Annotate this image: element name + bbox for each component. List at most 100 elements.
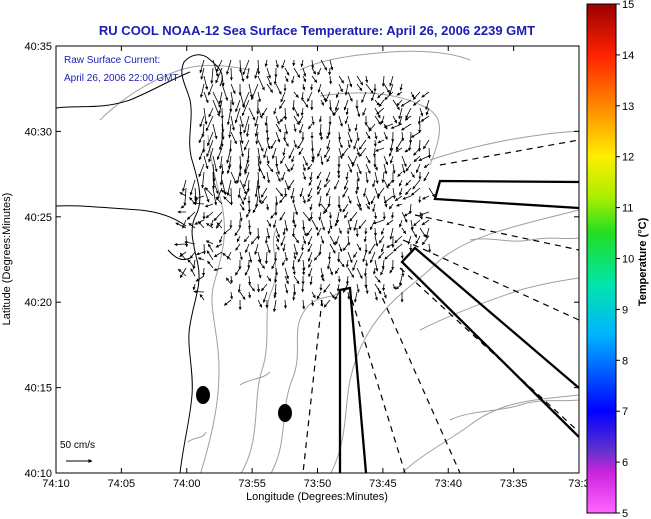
current-vector xyxy=(264,115,268,126)
current-vector xyxy=(370,195,376,205)
current-vector xyxy=(243,187,250,201)
current-vector xyxy=(334,267,340,275)
current-vector xyxy=(365,155,371,164)
current-vector xyxy=(250,235,259,245)
sector-line xyxy=(439,139,579,166)
current-vector xyxy=(329,243,336,254)
current-vector xyxy=(316,291,322,300)
current-vector xyxy=(293,91,299,98)
current-vector xyxy=(204,187,214,197)
current-vector xyxy=(226,251,232,260)
current-vector xyxy=(307,91,313,102)
x-tick-label: 73:35 xyxy=(500,478,528,490)
current-vector xyxy=(371,91,376,102)
current-vector xyxy=(302,75,307,83)
current-vector xyxy=(247,219,252,229)
current-vector xyxy=(368,243,376,255)
current-vector xyxy=(260,187,268,198)
y-tick-label: 40:30 xyxy=(24,126,52,138)
current-vector xyxy=(412,91,421,100)
current-vector xyxy=(387,179,394,187)
current-vector xyxy=(260,283,268,292)
current-vector xyxy=(381,171,385,184)
current-vector xyxy=(205,115,214,132)
current-vector xyxy=(311,291,316,299)
current-vector xyxy=(363,235,367,243)
current-vector xyxy=(189,179,196,196)
current-vector xyxy=(317,147,322,158)
current-vector xyxy=(210,219,214,227)
current-vector xyxy=(261,107,268,117)
current-vector xyxy=(257,163,266,180)
current-vector xyxy=(327,227,331,235)
current-vector xyxy=(234,227,241,237)
current-vector xyxy=(199,83,205,98)
current-vector xyxy=(207,243,214,253)
current-vector xyxy=(378,99,385,107)
current-vector xyxy=(356,283,360,293)
current-vector xyxy=(356,107,361,118)
current-vector xyxy=(226,163,232,174)
current-vector xyxy=(235,243,241,251)
current-vector xyxy=(334,179,340,190)
current-vector xyxy=(328,67,332,76)
current-vector xyxy=(182,179,187,192)
current-vector xyxy=(311,219,319,231)
current-vector xyxy=(207,260,214,269)
current-vector xyxy=(239,179,247,195)
current-vector xyxy=(281,171,286,181)
current-vector xyxy=(298,147,304,156)
current-vector xyxy=(326,187,331,197)
current-vector xyxy=(248,275,252,286)
current-vector xyxy=(343,179,349,190)
current-vector xyxy=(398,115,403,126)
current-vector xyxy=(355,187,359,195)
current-vector xyxy=(356,267,363,279)
current-vector xyxy=(279,115,286,123)
current-vector xyxy=(216,147,223,160)
map-title: RU COOL NOAA-12 Sea Surface Temperature:… xyxy=(99,23,535,38)
current-vector xyxy=(203,107,208,125)
current-vector xyxy=(266,131,270,141)
current-vector xyxy=(241,99,250,117)
current-vector xyxy=(365,131,371,140)
current-vector xyxy=(302,195,306,204)
y-axis-label: Latitude (Degrees:Minutes) xyxy=(1,193,13,326)
current-vector xyxy=(329,219,333,230)
current-vector xyxy=(425,227,430,239)
current-vector xyxy=(378,251,385,259)
current-vector xyxy=(345,107,349,116)
current-vector xyxy=(262,291,268,303)
current-vector xyxy=(282,147,286,157)
current-vector xyxy=(212,91,221,109)
current-vector xyxy=(197,221,205,229)
current-vector xyxy=(365,163,371,174)
current-vector xyxy=(275,115,280,125)
beam-outline xyxy=(400,246,579,438)
current-vector xyxy=(372,267,376,275)
annotation-line1: Raw Surface Current: xyxy=(64,55,160,66)
current-vector xyxy=(410,219,414,231)
current-vector xyxy=(389,227,394,240)
current-vector xyxy=(177,268,187,277)
annotation-line2: April 26, 2006 22:00 GMT xyxy=(64,73,179,84)
current-vector xyxy=(257,171,261,190)
current-vector xyxy=(220,189,232,197)
current-vector xyxy=(356,243,362,251)
current-vector xyxy=(237,283,241,293)
current-vector xyxy=(329,291,335,299)
current-vector xyxy=(257,147,262,165)
current-vector xyxy=(384,91,394,101)
current-vector xyxy=(318,211,322,221)
current-vector xyxy=(226,59,232,75)
current-vector xyxy=(421,219,430,226)
current-vector xyxy=(221,83,229,101)
current-vector xyxy=(392,99,400,111)
current-vector xyxy=(362,107,367,116)
current-vector xyxy=(345,171,349,181)
current-vector xyxy=(381,75,385,87)
current-vector xyxy=(273,291,277,299)
current-vector xyxy=(353,251,358,258)
current-vector xyxy=(229,187,234,206)
current-vector xyxy=(318,115,322,123)
